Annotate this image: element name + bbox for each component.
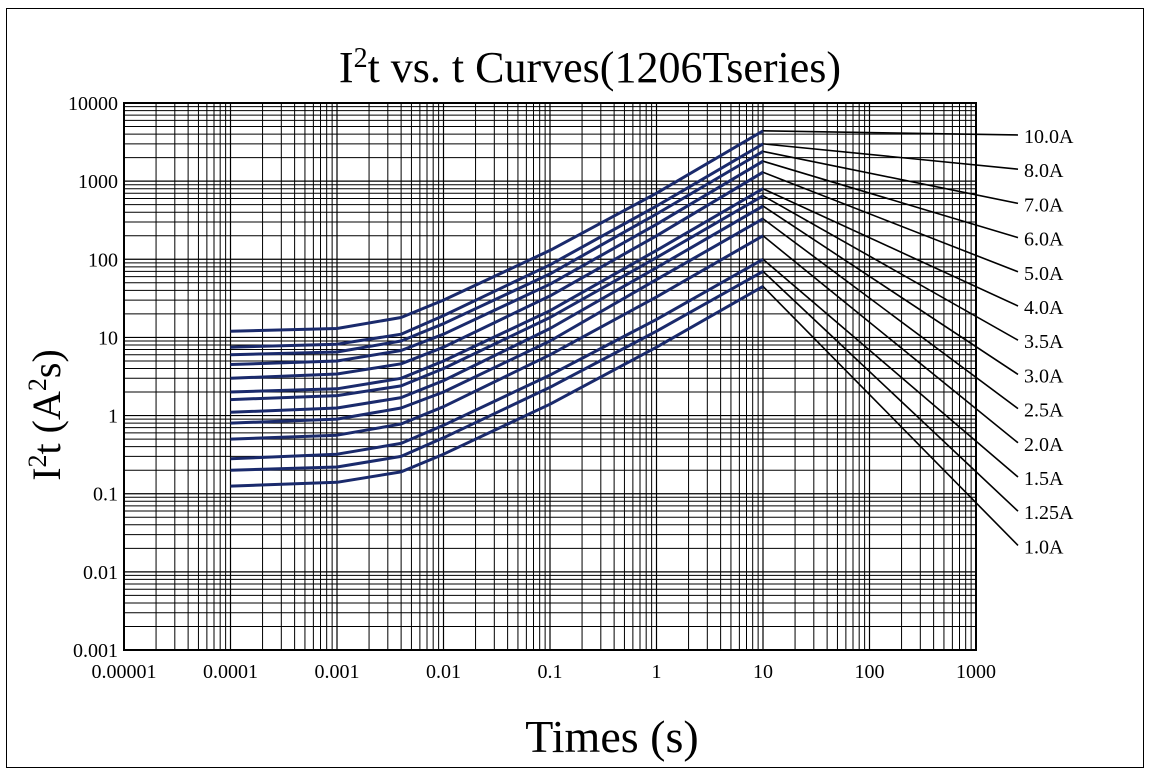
series-line-7.0A <box>230 150 764 357</box>
series-line-5.0A <box>230 170 764 380</box>
leader-line-3.5A <box>762 195 1019 341</box>
leader-line-1.5A <box>762 258 1019 478</box>
curve-label: 3.5A <box>1024 331 1064 353</box>
series-line-6.0A <box>230 159 764 366</box>
leader-line-8.0A <box>762 143 1019 170</box>
x-axis-label: Times (s) <box>525 711 698 762</box>
curve-labels: 10.0A 8.0A 7.0A 6.0A 5.0A 4.0A 3.5A 3.0A 2.5A 2.0… <box>1024 126 1074 558</box>
x-tick-label: 0.0001 <box>203 661 258 683</box>
y-tick-label: 100 <box>88 249 118 271</box>
curve-label: 8.0A <box>1024 160 1064 182</box>
leader-line-3.0A <box>762 205 1019 376</box>
x-tick-label: 0.00001 <box>92 661 157 683</box>
y-tick-label: 1000 <box>78 171 118 193</box>
curve-label: 4.0A <box>1024 297 1064 319</box>
y-tick-label: 10000 <box>68 93 118 115</box>
curve-label: 3.0A <box>1024 365 1064 387</box>
series-line-4.0A <box>230 187 764 394</box>
series-line-3.5A <box>230 194 764 402</box>
leader-line-2.0A <box>762 235 1019 444</box>
y-tick-label: 10 <box>98 327 118 349</box>
leader-line-10.0A <box>762 130 1019 136</box>
series-line-2.5A <box>230 217 764 425</box>
leader-line-1.0A <box>762 285 1019 546</box>
curve-label: 1.25A <box>1024 502 1074 524</box>
x-tick-label: 1 <box>652 661 662 683</box>
series-line-1.0A <box>230 285 764 488</box>
series-line-1.25A <box>230 270 764 472</box>
leader-line-1.25A <box>762 270 1019 512</box>
y-tick-label: 0.01 <box>83 562 118 584</box>
leader-line-6.0A <box>762 160 1019 239</box>
y-axis-label: I2t (A2s) <box>23 349 70 481</box>
leader-line-4.0A <box>762 187 1019 307</box>
series-lines <box>230 129 764 488</box>
leader-line-7.0A <box>762 150 1019 205</box>
series-line-2.0A <box>230 234 764 441</box>
curve-label: 1.0A <box>1024 536 1064 558</box>
series-line-10.0A <box>230 129 764 333</box>
curve-label: 1.5A <box>1024 468 1064 490</box>
chart-title: I2t vs. t Curves(1206Tseries) <box>339 43 841 93</box>
series-line-1.5A <box>230 257 764 461</box>
leader-line-2.5A <box>762 218 1019 410</box>
series-line-8.0A <box>230 142 764 349</box>
curve-label: 5.0A <box>1024 263 1064 285</box>
x-tick-label: 100 <box>855 661 885 683</box>
y-tick-label: 0.1 <box>93 484 118 506</box>
x-tick-label: 0.001 <box>315 661 360 683</box>
y-tick-label: 1 <box>108 406 118 428</box>
leader-line-5.0A <box>762 171 1019 273</box>
curve-label: 6.0A <box>1024 229 1064 251</box>
y-tick-label: 0.001 <box>73 640 118 662</box>
x-tick-label: 0.01 <box>426 661 461 683</box>
x-tick-label: 1000 <box>956 661 996 683</box>
y-tick-labels: 0.001 0.01 0.1 1 10 100 1000 10000 <box>68 93 118 662</box>
leader-lines <box>762 130 1019 546</box>
curve-label: 7.0A <box>1024 194 1064 216</box>
curve-label: 2.0A <box>1024 434 1064 456</box>
curve-label: 2.5A <box>1024 400 1064 422</box>
x-tick-labels: 0.00001 0.0001 0.001 0.01 0.1 1 10 100 1000 <box>92 661 997 683</box>
x-tick-label: 0.1 <box>538 661 563 683</box>
curve-label: 10.0A <box>1024 126 1074 148</box>
x-tick-label: 10 <box>753 661 773 683</box>
series-line-3.0A <box>230 204 764 414</box>
